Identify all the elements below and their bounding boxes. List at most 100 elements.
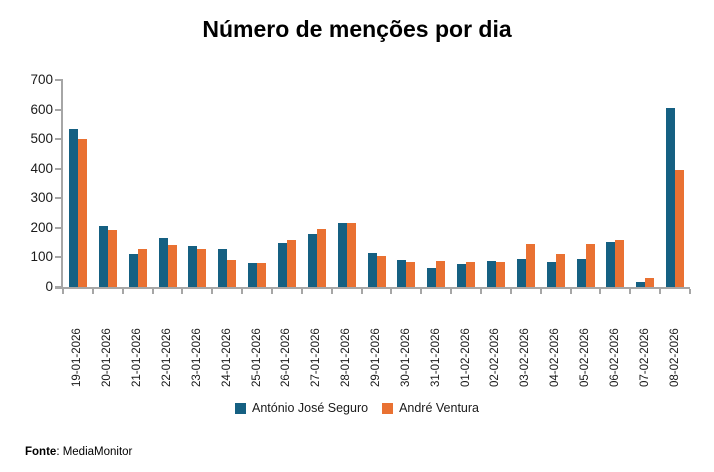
bar: [436, 260, 446, 287]
bar: [466, 261, 476, 287]
chart-title: Número de menções por dia: [202, 16, 512, 42]
x-tick-mark: [509, 289, 512, 294]
bar: [158, 238, 168, 287]
bar: [197, 248, 207, 287]
x-tick-mark: [151, 289, 154, 294]
x-tick-label: 29-01-2026: [370, 328, 382, 387]
bar: [218, 249, 228, 287]
x-tick-label: 22-01-2026: [161, 328, 173, 387]
y-tick-mark: [55, 256, 61, 259]
x-tick-label: 21-01-2026: [131, 328, 144, 387]
bar: [248, 262, 258, 287]
legend-item: André Ventura: [382, 401, 479, 415]
x-tick-mark: [241, 289, 244, 294]
x-tick-label: 27-01-2026: [310, 328, 323, 387]
bar: [316, 229, 326, 287]
x-tick-label: 19-01-2026: [71, 328, 84, 387]
legend-item: António José Seguro: [235, 401, 368, 415]
bar: [68, 128, 78, 287]
y-tick-label: 200: [30, 219, 53, 235]
x-tick-mark: [300, 289, 303, 294]
x-tick-label: 03-02-2026: [519, 328, 532, 387]
x-tick-mark: [211, 289, 214, 294]
y-tick-mark: [55, 167, 61, 170]
y-tick-label: 100: [30, 249, 53, 265]
bar: [576, 259, 586, 287]
bar: [636, 281, 646, 287]
y-tick-label: 500: [30, 131, 53, 147]
x-tick-label: 31-01-2026: [429, 328, 442, 387]
x-tick-label: 01-02-2026: [459, 328, 472, 387]
bar: [486, 260, 496, 287]
legend-label: André Ventura: [399, 401, 479, 415]
y-tick-mark: [55, 138, 61, 141]
bar: [427, 268, 437, 287]
x-tick-mark: [121, 289, 124, 294]
bar: [397, 260, 407, 287]
bar: [615, 240, 625, 287]
bar: [666, 108, 676, 287]
x-tick-label: 26-01-2026: [280, 328, 293, 387]
y-tick-mark: [55, 79, 61, 81]
bar: [367, 252, 377, 287]
x-tick-label: 06-02-2026: [608, 328, 621, 387]
bar: [606, 241, 616, 287]
bar: [457, 263, 467, 287]
y-tick-label: 300: [30, 190, 53, 206]
y-tick-label: 0: [45, 279, 53, 294]
x-tick-mark: [181, 289, 184, 294]
x-tick-mark: [420, 289, 423, 294]
x-tick-mark: [599, 289, 602, 294]
bar: [406, 261, 416, 287]
legend-swatch-icon: [382, 402, 394, 414]
x-tick-label: 02-02-2026: [489, 328, 502, 387]
x-tick-label: 05-02-2026: [579, 328, 591, 387]
legend-swatch-icon: [235, 402, 246, 414]
x-tick-mark: [450, 289, 453, 294]
source-label: Fonte: [25, 446, 57, 458]
bar: [645, 278, 655, 287]
y-tick-mark: [55, 286, 61, 288]
x-tick-mark: [390, 289, 393, 294]
bar: [346, 223, 356, 287]
y-tick-label: 600: [30, 101, 53, 117]
y-tick-mark: [55, 197, 61, 200]
x-tick-mark: [62, 289, 64, 294]
bar: [675, 169, 685, 287]
bar: [376, 255, 386, 287]
bar: [98, 225, 108, 287]
x-tick-label: 23-01-2026: [190, 328, 203, 387]
x-tick-label: 08-02-2026: [668, 328, 681, 387]
bar: [77, 139, 87, 287]
legend: António José Seguro André Ventura: [0, 401, 714, 415]
x-tick-label: 07-02-2026: [638, 328, 651, 387]
bar: [227, 259, 237, 287]
bar: [188, 245, 198, 287]
bar: [286, 239, 296, 287]
y-tick-mark: [55, 226, 61, 229]
x-tick-label: 30-01-2026: [399, 328, 412, 387]
bar: [107, 229, 117, 287]
x-tick-label: 24-01-2026: [220, 328, 233, 387]
x-tick-mark: [569, 289, 572, 294]
legend-label: António José Seguro: [252, 401, 369, 415]
bar: [546, 262, 556, 287]
bar: [167, 244, 177, 287]
x-tick-label: 20-01-2026: [101, 328, 114, 387]
x-tick-mark: [91, 289, 94, 294]
bar: [516, 258, 526, 287]
x-tick-mark: [659, 289, 662, 294]
bar: [128, 254, 138, 287]
x-tick-label: 25-01-2026: [250, 328, 263, 387]
bar: [337, 222, 347, 287]
x-tick-mark: [271, 289, 273, 294]
y-tick-mark: [55, 108, 61, 111]
bar: [495, 261, 505, 287]
bar: [555, 253, 565, 287]
x-axis-line: [55, 287, 690, 289]
bar: [525, 243, 535, 287]
x-tick-mark: [689, 289, 691, 294]
bar: [277, 242, 287, 287]
bar: [585, 243, 595, 287]
